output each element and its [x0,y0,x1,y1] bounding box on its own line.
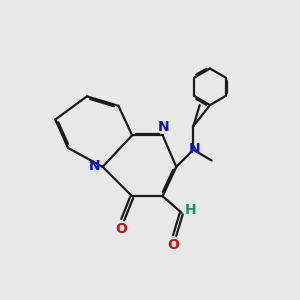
Text: H: H [185,203,197,217]
Text: O: O [115,222,127,236]
Text: N: N [158,120,169,134]
Text: O: O [167,238,179,252]
Text: N: N [88,159,100,173]
Text: N: N [189,142,201,156]
